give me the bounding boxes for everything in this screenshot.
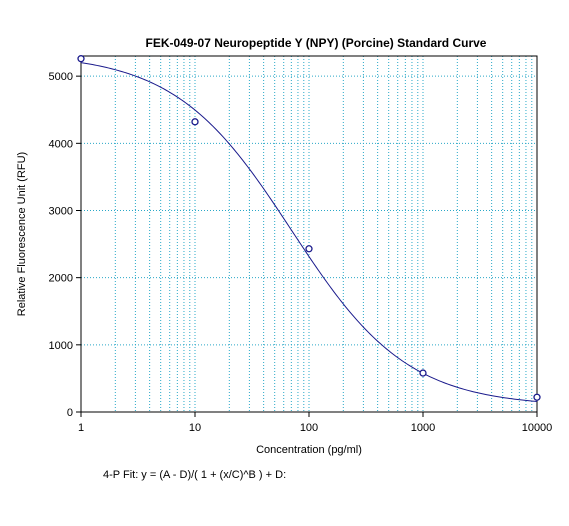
y-tick-label: 5000 bbox=[49, 71, 73, 83]
y-tick-label: 0 bbox=[67, 407, 73, 419]
data-point bbox=[305, 245, 313, 253]
y-tick-label: 4000 bbox=[49, 138, 73, 150]
x-tick-label: 1 bbox=[78, 422, 84, 434]
axis-ticks: 1 10 100 1000 10000 0 1000 2000 3000 4000 5000 bbox=[49, 71, 553, 434]
y-tick-label: 2000 bbox=[49, 273, 73, 285]
fit-curve bbox=[80, 62, 538, 402]
grid bbox=[81, 56, 537, 412]
x-axis-label: Concentration (pg/ml) bbox=[256, 444, 362, 456]
y-tick-label: 1000 bbox=[49, 340, 73, 352]
data-point bbox=[419, 369, 427, 377]
y-axis-label: Relative Fluorescence Unit (RFU) bbox=[16, 152, 28, 316]
data-point bbox=[533, 393, 541, 401]
x-tick-label: 10 bbox=[189, 422, 201, 434]
fit-equation-label: 4-P Fit: y = (A - D)/( 1 + (x/C)^B ) + D… bbox=[103, 469, 286, 481]
y-tick-label: 3000 bbox=[49, 205, 73, 217]
x-tick-label: 10000 bbox=[522, 422, 553, 434]
chart-title: FEK-049-07 Neuropeptide Y (NPY) (Porcine… bbox=[146, 36, 487, 50]
data-point bbox=[191, 118, 199, 126]
data-points bbox=[77, 55, 541, 401]
data-point bbox=[77, 55, 85, 63]
x-tick-label: 100 bbox=[300, 422, 318, 434]
x-tick-label: 1000 bbox=[411, 422, 435, 434]
